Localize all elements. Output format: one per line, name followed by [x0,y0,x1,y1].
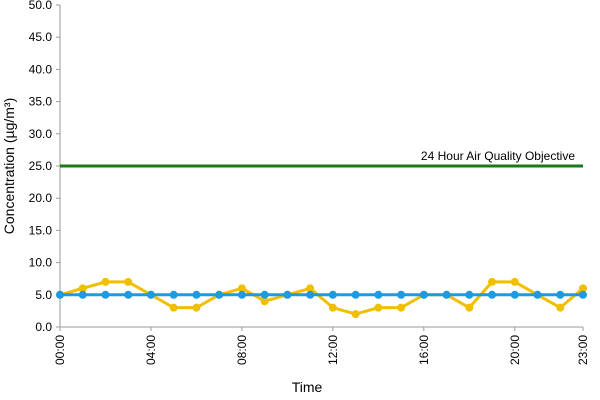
y-tick-label: 20.0 [29,191,53,205]
data-point [351,310,360,319]
data-point [556,303,565,312]
data-point [374,303,383,312]
y-tick-label: 0.0 [35,320,52,334]
x-tick-label: 20:00 [508,335,522,365]
data-point [579,284,587,293]
data-point [101,290,110,299]
data-point [169,290,178,299]
data-point [56,290,64,299]
data-point [556,290,565,299]
reference-label: 24 Hour Air Quality Objective [421,149,575,163]
data-point [419,290,428,299]
data-point [579,290,587,299]
data-point [328,290,337,299]
data-point [260,297,269,306]
data-point [397,303,406,312]
data-point [260,290,269,299]
data-point [488,290,497,299]
y-tick-label: 30.0 [29,127,53,141]
data-point [306,284,315,293]
y-tick-label: 5.0 [35,288,52,302]
x-tick-label: 00:00 [53,335,67,365]
data-point [237,290,246,299]
data-point [146,290,155,299]
data-point [465,290,474,299]
data-point [488,277,497,286]
data-point [465,303,474,312]
data-point [192,290,201,299]
data-point [328,303,337,312]
y-tick-label: 50.0 [29,0,53,12]
y-tick-label: 45.0 [29,30,53,44]
data-point [397,290,406,299]
x-tick-label: 16:00 [417,335,431,365]
data-point [510,277,519,286]
data-point [101,277,110,286]
x-tick-label: 23:00 [576,335,590,365]
x-axis-label: Time [292,379,323,395]
y-tick-label: 25.0 [29,159,53,173]
data-point [78,290,87,299]
data-point [510,290,519,299]
x-tick-label: 08:00 [235,335,249,365]
data-point [533,290,542,299]
data-point [442,290,451,299]
data-point [215,290,224,299]
y-axis-label: Concentration (µg/m³) [1,98,17,234]
x-tick-label: 12:00 [326,335,340,365]
y-tick-label: 35.0 [29,95,53,109]
series-line [59,280,584,316]
data-point [283,290,292,299]
y-tick-label: 10.0 [29,256,53,270]
data-point [374,290,383,299]
data-point [351,290,360,299]
data-point [237,284,246,293]
data-point [124,290,133,299]
data-point [78,284,87,293]
data-point [169,303,178,312]
x-tick-label: 04:00 [144,335,158,365]
data-point [124,277,133,286]
data-point [306,290,315,299]
y-tick-label: 40.0 [29,62,53,76]
y-tick-label: 15.0 [29,223,53,237]
data-point [192,303,201,312]
